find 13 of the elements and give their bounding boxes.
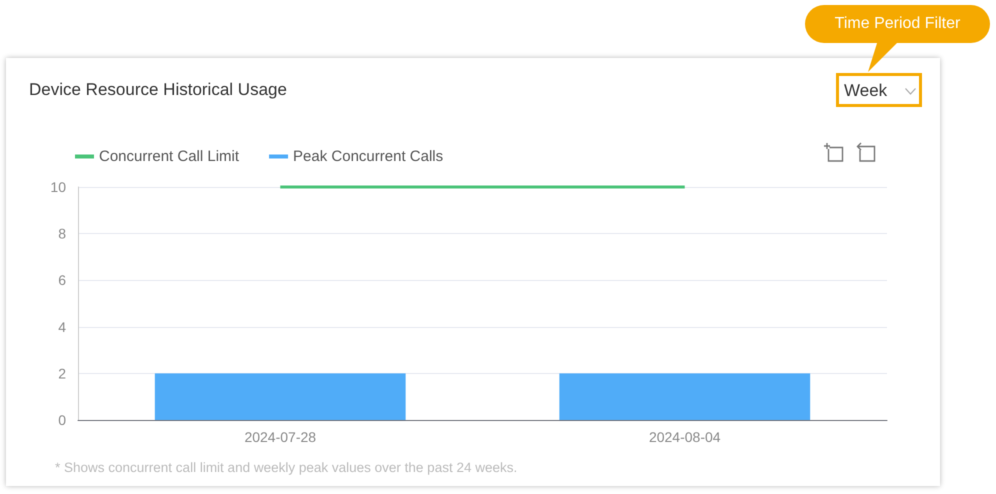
x-tick-label: 2024-08-04 [648, 429, 721, 445]
y-tick-label: 2 [58, 365, 66, 382]
y-tick-label: 10 [50, 179, 66, 195]
y-tick-label: 4 [58, 318, 66, 335]
legend-label: Concurrent Call Limit [99, 148, 240, 165]
text: * Shows concurrent call limit and weekly peak values over the past 24 weeks. [55, 459, 518, 476]
y-tick-label: 8 [58, 226, 66, 242]
dropdown: Week [836, 73, 922, 107]
legend-label: Peak Concurrent Calls [293, 148, 444, 165]
x-tick-label: 2024-07-28 [244, 429, 316, 445]
y-tick-label: 0 [58, 412, 66, 428]
y-tick-label: 6 [58, 272, 66, 288]
chart-title: Device Resource Historical Usage [29, 79, 287, 101]
